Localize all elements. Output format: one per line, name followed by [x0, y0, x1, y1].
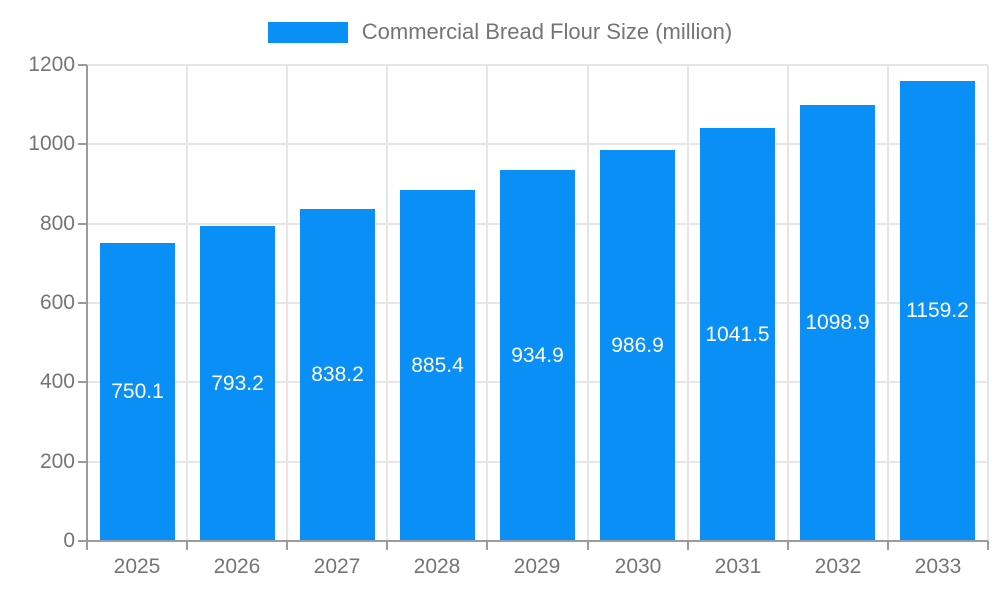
y-axis-tick: [78, 223, 87, 225]
y-axis-tick: [78, 64, 87, 66]
x-tick-label: 2029: [513, 555, 561, 578]
y-tick-label: 600: [39, 291, 75, 314]
x-axis-line: [87, 540, 988, 542]
bar-value-label: 750.1: [111, 380, 164, 403]
y-tick-label: 200: [39, 450, 75, 473]
y-tick-label: 0: [63, 529, 75, 552]
x-axis-tick: [386, 541, 388, 550]
x-tick-label: 2025: [113, 555, 161, 578]
y-axis-tick: [78, 143, 87, 145]
chart-legend[interactable]: Commercial Bread Flour Size (million): [0, 12, 1000, 52]
bar[interactable]: 1041.5: [700, 128, 775, 541]
bar-value-label: 986.9: [611, 333, 664, 357]
y-tick-label: 1200: [28, 53, 75, 76]
x-axis-tick: [887, 541, 889, 550]
legend-swatch: [267, 21, 348, 43]
y-tick-label: 400: [39, 370, 75, 393]
x-tick-label: 2032: [814, 555, 862, 578]
x-axis-tick: [486, 541, 488, 550]
x-tick-label: 2027: [313, 555, 361, 578]
x-axis-tick: [286, 541, 288, 550]
bar-value-label: 1159.2: [906, 299, 969, 322]
horizontal-gridline: [87, 64, 988, 66]
bar[interactable]: 934.9: [500, 170, 575, 541]
bar[interactable]: 1159.2: [900, 81, 975, 541]
bar-value-label: 838.2: [311, 363, 364, 386]
x-axis-tick: [587, 541, 589, 550]
x-tick-label: 2030: [614, 555, 662, 578]
x-tick-label: 2026: [213, 555, 261, 578]
bar[interactable]: 1098.9: [800, 105, 875, 541]
legend-label: Commercial Bread Flour Size (million): [361, 18, 733, 44]
vertical-gridline: [987, 65, 989, 541]
bar-value-label: 1098.9: [805, 311, 870, 334]
x-tick-label: 2031: [714, 555, 762, 578]
bar-value-label: 885.4: [411, 353, 464, 377]
plot-area: 0 200 400 600 800 1000 1200 750.1 793.2 838.2 885.…: [28, 53, 989, 578]
y-tick-label: 800: [39, 212, 75, 235]
bar[interactable]: 750.1: [100, 243, 175, 541]
bar-value-label: 934.9: [511, 343, 564, 367]
bar-value-label: 1041.5: [705, 322, 770, 346]
x-tick-label: 2033: [914, 555, 962, 578]
bar-value-label: 793.2: [211, 371, 264, 395]
x-tick-label: 2028: [413, 555, 461, 578]
y-axis-line: [86, 65, 88, 550]
bar[interactable]: 885.4: [400, 190, 475, 541]
y-axis-tick: [78, 540, 87, 542]
bar[interactable]: 793.2: [200, 226, 275, 541]
bar[interactable]: 986.9: [600, 150, 675, 541]
x-axis-tick: [987, 541, 989, 550]
y-tick-label: 1000: [28, 132, 75, 155]
x-axis-tick: [186, 541, 188, 550]
y-axis-tick: [78, 381, 87, 383]
bar[interactable]: 838.2: [300, 209, 375, 541]
x-axis-tick: [787, 541, 789, 550]
y-axis-tick: [78, 302, 87, 304]
horizontal-gridline: [87, 143, 988, 145]
x-axis-tick: [687, 541, 689, 550]
y-axis-tick: [78, 461, 87, 463]
